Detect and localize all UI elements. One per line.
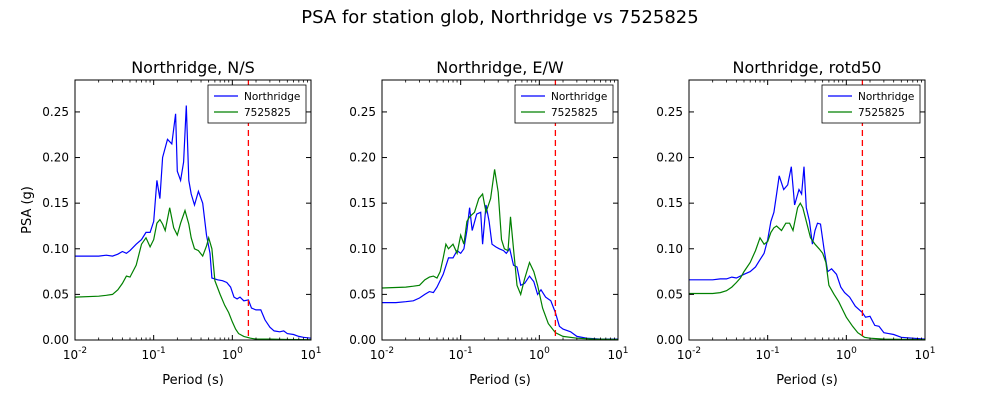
y-tick-label: 0.05 [42, 287, 69, 301]
legend: Northridge 7525825 [514, 84, 614, 124]
subplot-title: Northridge, E/W [436, 58, 564, 77]
y-tick-label: 0.25 [349, 105, 376, 119]
series-line-1 [75, 105, 311, 339]
axes-frame [74, 79, 312, 341]
subplot-3: 0.00 0.05 0.10 0.15 0.20 0.25 10-2 10-1 100 101 No… [656, 58, 935, 388]
x-tick-label: 101 [300, 346, 321, 362]
x-tick-label: 101 [607, 346, 628, 362]
subplot-title: Northridge, rotd50 [733, 58, 882, 77]
x-tick-label: 10-2 [63, 346, 87, 362]
x-tick-label: 100 [529, 346, 550, 362]
y-tick-label: 0.25 [42, 105, 69, 119]
legend-label-2: 7525825 [244, 107, 291, 119]
y-tick-label: 0.10 [349, 242, 376, 256]
y-tick-label: 0.00 [656, 333, 683, 347]
legend-label-2: 7525825 [551, 107, 598, 119]
y-tick-label: 0.05 [349, 287, 376, 301]
subplot-1: 0.00 0.05 0.10 0.15 0.20 0.25 10-2 10-1 100 101 No… [20, 58, 322, 388]
y-tick-label: 0.20 [42, 151, 69, 165]
y-tick-label: 0.20 [349, 151, 376, 165]
y-tick-label: 0.10 [656, 242, 683, 256]
series-line-1 [382, 204, 618, 340]
series-line-2 [689, 202, 925, 340]
y-tick-label: 0.05 [656, 287, 683, 301]
legend-label-2: 7525825 [858, 107, 905, 119]
x-tick-label: 10-1 [142, 346, 166, 362]
legend-label-1: Northridge [858, 91, 914, 103]
x-axis-label: Period (s) [776, 373, 838, 388]
x-tick-label: 10-2 [677, 346, 701, 362]
y-tick-label: 0.15 [656, 196, 683, 210]
y-tick-label: 0.25 [656, 105, 683, 119]
figure-title: PSA for station glob, Northridge vs 7525… [301, 7, 698, 28]
y-tick-label: 0.10 [42, 242, 69, 256]
subplot-title: Northridge, N/S [131, 58, 255, 77]
legend-label-1: Northridge [244, 91, 300, 103]
x-tick-label: 10-1 [756, 346, 780, 362]
legend-box [514, 84, 614, 124]
series-line-2 [382, 169, 618, 340]
x-tick-label: 101 [914, 346, 935, 362]
y-axis-label: PSA (g) [20, 186, 35, 234]
legend-label-1: Northridge [551, 91, 607, 103]
x-tick-label: 10-2 [370, 346, 394, 362]
axes-frame [381, 79, 619, 341]
axes-frame [688, 79, 926, 341]
x-tick-label: 100 [222, 346, 243, 362]
y-tick-label: 0.00 [42, 333, 69, 347]
legend: Northridge 7525825 [821, 84, 921, 124]
subplots: 0.00 0.05 0.10 0.15 0.20 0.25 10-2 10-1 100 101 No… [20, 58, 936, 388]
x-tick-label: 100 [836, 346, 857, 362]
y-tick-label: 0.20 [656, 151, 683, 165]
y-tick-label: 0.15 [42, 196, 69, 210]
x-tick-label: 10-1 [449, 346, 473, 362]
subplot-2: 0.00 0.05 0.10 0.15 0.20 0.25 10-2 10-1 100 101 No… [349, 58, 628, 388]
x-axis-label: Period (s) [162, 373, 224, 388]
series-line-1 [689, 166, 925, 340]
legend-box [207, 84, 307, 124]
legend: Northridge 7525825 [207, 84, 307, 124]
x-axis-label: Period (s) [469, 373, 531, 388]
legend-box [821, 84, 921, 124]
y-tick-label: 0.00 [349, 333, 376, 347]
series-line-2 [75, 207, 311, 340]
y-tick-label: 0.15 [349, 196, 376, 210]
